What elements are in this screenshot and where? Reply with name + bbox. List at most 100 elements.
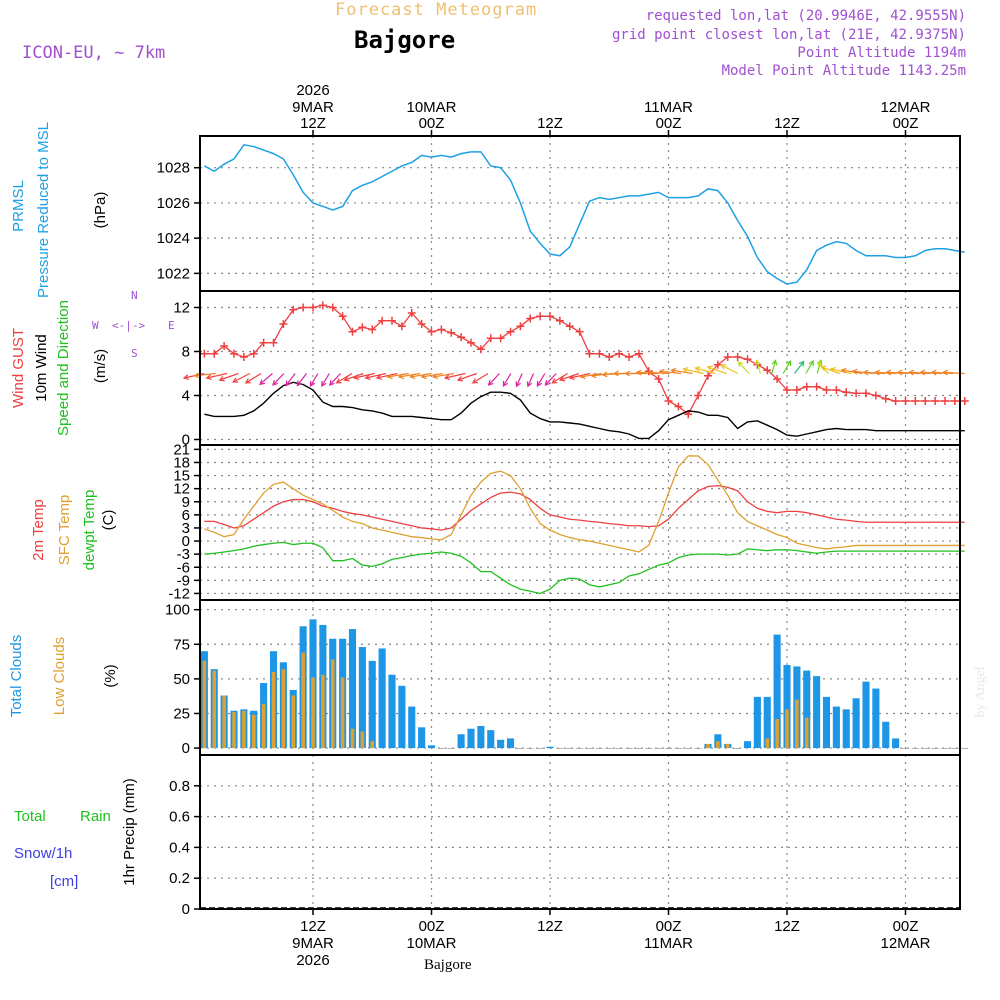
cloud-total-bar [773, 634, 781, 749]
wind-direction-head [559, 375, 566, 382]
wind-direction-head [375, 374, 382, 380]
wind-gust-marker [546, 312, 554, 321]
wind-direction-arrow [471, 372, 489, 384]
clouds-ytick-label: 25 [173, 705, 190, 722]
cloud-low-bar [291, 695, 296, 749]
wind-direction-shaft [259, 373, 273, 385]
wind-direction-shaft [794, 361, 805, 374]
wind-gust-marker [585, 349, 594, 358]
wind-direction-arrow [873, 369, 897, 376]
wind-ytick-label: 4 [182, 388, 190, 405]
wind-direction-shaft [544, 373, 557, 386]
cloud-total-bar [585, 748, 594, 749]
clouds-ytick-label: 0 [182, 740, 190, 757]
wind-direction-arrow [309, 373, 319, 387]
cloud-low-bar [350, 728, 355, 749]
wind-direction-head [851, 368, 858, 375]
wind-gust-marker [526, 314, 535, 323]
cloud-total-bar [664, 748, 673, 749]
wind-direction-head [536, 380, 543, 387]
wind-direction-head [515, 381, 521, 388]
precip-ytick-label: 0.2 [169, 870, 190, 887]
wind-direction-arrow [820, 365, 841, 375]
wind-direction-head [526, 381, 533, 388]
wind-direction-arrow [343, 372, 364, 382]
wind-direction-head [829, 367, 836, 373]
wind-gust-marker [674, 402, 683, 411]
cloud-total-bar [635, 748, 643, 749]
wind-direction-shaft [771, 360, 777, 374]
cloud-low-bar [232, 712, 236, 749]
bottom-time-label-hour: 12Z [300, 918, 326, 935]
precip-ytick-label: 0.6 [169, 809, 190, 826]
wind-direction-arrow [635, 369, 659, 376]
wind-gust-marker [309, 303, 317, 312]
cloud-total-bar [931, 748, 939, 749]
wind-ytick-label: 12 [173, 300, 190, 317]
compass-e: E [168, 319, 175, 332]
top-time-label-date: 10MAR [406, 99, 456, 116]
cloud-total-bar [813, 676, 821, 749]
wind-direction-arrow [502, 373, 512, 387]
wind-gust-marker [634, 349, 643, 358]
wind-direction-arrow [420, 372, 443, 380]
cloud-total-bar [921, 748, 929, 749]
wind-gust-marker [447, 328, 456, 337]
top-time-label-hour: 12Z [537, 115, 563, 132]
wind-gust-marker [200, 349, 209, 358]
wind-direction-arrow [771, 359, 778, 374]
cloud-total-bar [803, 670, 811, 749]
wind-gust-marker [832, 386, 841, 394]
wind-direction-arrow [706, 365, 727, 375]
wind-direction-head [682, 367, 689, 373]
wind-direction-arrow [193, 372, 216, 379]
wind-direction-head [232, 377, 239, 383]
cloud-total-bar [674, 748, 682, 749]
wind-direction-shaft [344, 372, 364, 381]
wind-direction-arrow [409, 372, 432, 380]
wind-gust-marker [615, 349, 624, 358]
top-time-label-date: 11MAR [644, 99, 693, 116]
bottom-time-label-year: 2026 [296, 952, 329, 969]
wind-gust-marker [704, 371, 712, 380]
wind-direction-shaft [636, 371, 659, 375]
wind-gust-marker [941, 397, 949, 405]
cloud-total-bar [437, 748, 445, 749]
wind-direction-head [309, 380, 316, 387]
cloud-total-bar [892, 738, 900, 749]
wind-gust-marker [802, 382, 811, 391]
wind-direction-shaft [433, 372, 455, 378]
wind-direction-arrow [375, 372, 398, 380]
temperature-ytick-label: -9 [177, 572, 190, 589]
wind-gust-marker [269, 338, 278, 347]
wind-direction-shaft [580, 372, 602, 378]
wind-direction-head [706, 365, 713, 372]
wind-gust-marker [516, 322, 525, 331]
precip-ytick-label: 0 [182, 901, 190, 918]
temperature-frame [199, 444, 961, 601]
wind-gust-marker [950, 397, 959, 405]
cloud-low-bar [271, 671, 276, 749]
precip-cm-label: [cm] [50, 873, 79, 890]
temperature-ytick-label: 3 [182, 520, 190, 537]
wind-direction-arrow [544, 373, 557, 386]
wind-gust-marker [486, 334, 495, 343]
cloud-total-bar [655, 748, 663, 749]
wind-gust-marker [496, 334, 505, 343]
wind-direction-arrow [805, 360, 814, 374]
wind-direction-arrow [515, 373, 523, 388]
wind-direction-head [670, 367, 677, 374]
wind-gust-marker [388, 316, 396, 325]
wind-gust-marker [348, 327, 357, 336]
wind-gust-marker [862, 389, 870, 398]
clouds-ytick-label: 75 [173, 636, 190, 653]
precip-rain-label: Rain [80, 808, 111, 825]
wind-direction-head [321, 380, 327, 387]
wind-direction-arrow [526, 373, 535, 388]
pressure-ytick-label: 1024 [157, 230, 190, 247]
wind-direction-shaft [536, 373, 546, 387]
cloud-low-bar [706, 743, 710, 749]
wind-ytick-label: 0 [182, 432, 190, 449]
wind-gust-marker [239, 353, 248, 361]
wind-gust-marker [506, 327, 515, 336]
